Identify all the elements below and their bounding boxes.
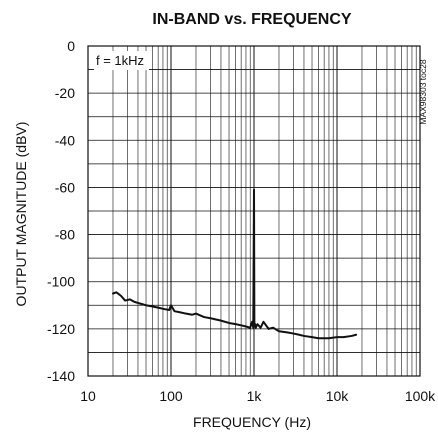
y-axis-label: OUTPUT MAGNITUDE (dBV) [13,122,29,307]
axis-layer: 10 100 1k 10k 100k 0 -20 -40 -60 -80 -100 -120 -140 [47,38,436,404]
series-line [111,188,358,340]
y-tick-label: -60 [55,179,75,195]
side-id-text: MAX98303 toc28 [418,59,428,124]
y-tick-label: -140 [47,368,75,384]
x-tick-label: 100 [159,388,183,404]
annotation-text: f = 1kHz [96,53,144,68]
y-tick-label: -80 [55,227,75,243]
annotation-box [94,51,149,70]
y-tick-label: -20 [55,85,75,101]
chart-title: IN-BAND vs. FREQUENCY [152,11,351,28]
plot-frame [87,45,421,377]
x-tick-label: 100k [405,388,436,404]
x-tick-label: 1k [247,388,263,404]
x-tick-label: 10k [326,388,350,404]
y-tick-label: -40 [55,132,75,148]
y-tick-label: 0 [67,38,75,54]
data-layer [111,188,358,340]
y-tick-label: -120 [47,321,75,337]
x-tick-label: 10 [80,388,96,404]
x-axis-label: FREQUENCY (Hz) [193,414,311,430]
y-tick-label: -100 [47,274,75,290]
